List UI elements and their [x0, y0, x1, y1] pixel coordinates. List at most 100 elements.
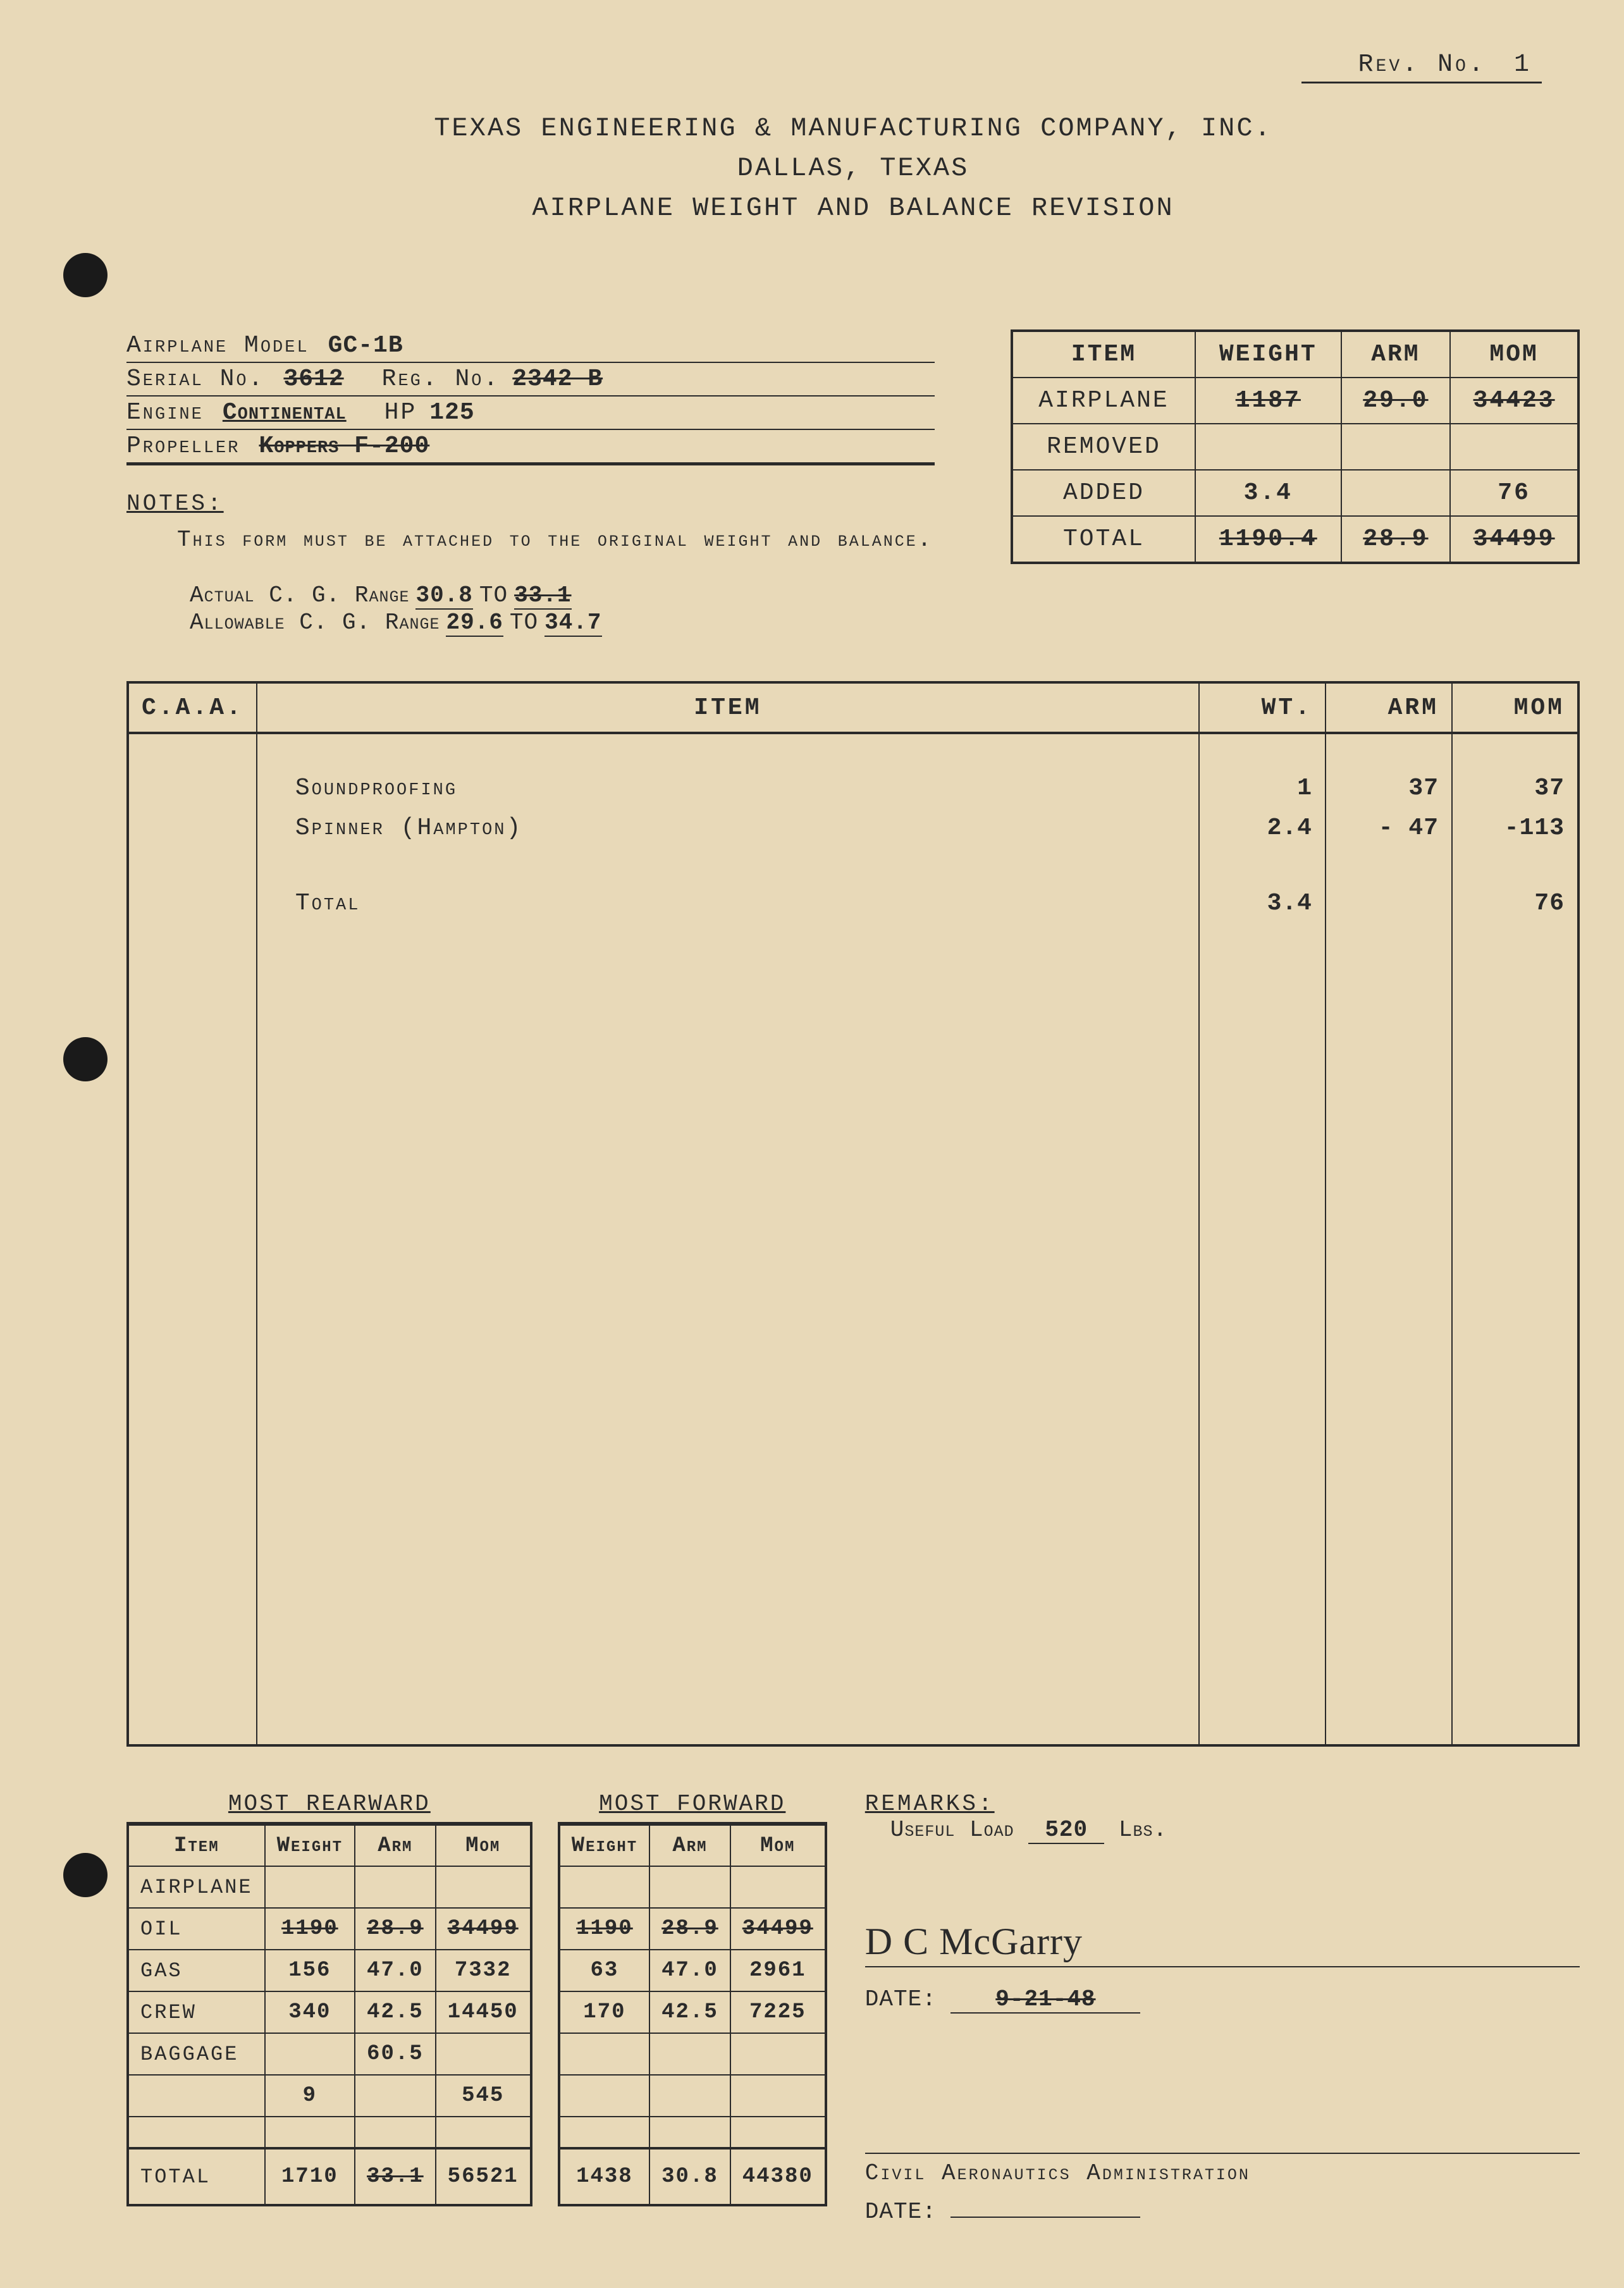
civil-aeronautics: Civil Aeronautics Administration	[865, 2153, 1580, 2186]
summary-h-item: ITEM	[1012, 331, 1195, 378]
cg-actual-to: 33.1	[514, 582, 571, 610]
fwd-arm: 28.9	[649, 1908, 730, 1950]
rev-label: Rev. No.	[1358, 51, 1486, 79]
rear-total-label: TOTAL	[128, 2148, 265, 2205]
fwd-mom: 2961	[730, 1950, 826, 1991]
rear-total-m: 56521	[436, 2148, 531, 2205]
cg-allow-to: 34.7	[544, 610, 601, 637]
fwd-weight	[559, 2033, 649, 2075]
summary-mom	[1450, 424, 1578, 470]
rear-mom: 545	[436, 2075, 531, 2117]
fwd-weight: 63	[559, 1950, 649, 1991]
item-caa	[128, 848, 257, 883]
items-h-caa: C.A.A.	[128, 682, 257, 733]
rear-mom: 34499	[436, 1908, 531, 1950]
useful-load-unit: Lbs.	[1119, 1817, 1167, 1843]
reg-value: 2342 B	[512, 366, 603, 393]
summary-table: ITEM WEIGHT ARM MOM AIRPLANE 1187 29.0 3…	[1011, 329, 1580, 564]
items-h-item: ITEM	[257, 682, 1199, 733]
rearward-title: MOST REARWARD	[126, 1791, 532, 1823]
notes-body: This form must be attached to the origin…	[177, 523, 935, 557]
date-label: DATE:	[865, 1986, 937, 2012]
summary-h-weight: WEIGHT	[1195, 331, 1341, 378]
rear-row-label: GAS	[128, 1950, 265, 1991]
useful-load-label: Useful Load	[890, 1817, 1014, 1843]
summary-arm	[1341, 424, 1451, 470]
summary-weight: 1190.4	[1195, 516, 1341, 563]
item-mom: 37	[1452, 768, 1578, 808]
fwd-mom: 34499	[730, 1908, 826, 1950]
rear-weight	[265, 2033, 355, 2075]
summary-arm: 29.0	[1341, 378, 1451, 424]
rear-mom: 14450	[436, 1991, 531, 2033]
rear-total-a: 33.1	[355, 2148, 436, 2205]
revision-number: Rev. No. 1	[1301, 51, 1542, 83]
fwd-weight	[559, 1866, 649, 1908]
forward-table: MOST FORWARD Weight Arm Mom 1190 28.9 34…	[558, 1791, 827, 2206]
item-name: Soundproofing	[257, 768, 1199, 808]
rear-h-mom: Mom	[436, 1824, 531, 1866]
fwd-weight: 170	[559, 1991, 649, 2033]
fwd-arm	[649, 1866, 730, 1908]
rear-weight: 340	[265, 1991, 355, 2033]
rear-weight: 1190	[265, 1908, 355, 1950]
useful-load-value: 520	[1028, 1817, 1104, 1844]
signature: D C McGarry	[865, 1920, 1580, 1967]
rear-arm	[355, 1866, 436, 1908]
item-arm: - 47	[1326, 808, 1452, 848]
cg-actual-from: 30.8	[415, 582, 472, 610]
forward-title: MOST FORWARD	[558, 1791, 827, 1823]
hp-label: HP	[384, 399, 417, 426]
cg-allow-label: Allowable C. G. Range	[190, 610, 440, 636]
fwd-weight	[559, 2075, 649, 2117]
serial-value: 3612	[283, 366, 343, 393]
model-value: GC-1B	[328, 332, 403, 359]
cg-allow-from: 29.6	[446, 610, 503, 637]
propeller-value: Koppers F-200	[259, 433, 429, 460]
reg-label: Reg. No.	[382, 366, 500, 393]
cg-actual-label: Actual C. G. Range	[190, 582, 409, 608]
rear-row-label: AIRPLANE	[128, 1866, 265, 1908]
rear-arm: 42.5	[355, 1991, 436, 2033]
summary-arm	[1341, 470, 1451, 516]
remarks-label: REMARKS:	[865, 1791, 995, 1817]
item-arm: 37	[1326, 768, 1452, 808]
item-name	[257, 848, 1199, 883]
fwd-total-a: 30.8	[649, 2148, 730, 2205]
items-h-arm: ARM	[1326, 682, 1452, 733]
summary-h-mom: MOM	[1450, 331, 1578, 378]
summary-mom: 34423	[1450, 378, 1578, 424]
fwd-arm: 47.0	[649, 1950, 730, 1991]
fwd-mom	[730, 1866, 826, 1908]
notes-section: NOTES: This form must be attached to the…	[126, 491, 935, 557]
fwd-weight: 1190	[559, 1908, 649, 1950]
summary-row-label: REMOVED	[1012, 424, 1195, 470]
fwd-mom	[730, 2075, 826, 2117]
summary-mom: 76	[1450, 470, 1578, 516]
date2-label: DATE:	[865, 2199, 937, 2225]
serial-label: Serial No.	[126, 366, 264, 393]
punch-hole	[63, 1037, 108, 1081]
rearward-table: MOST REARWARD Item Weight Arm Mom AIRPLA…	[126, 1791, 532, 2206]
summary-row-label: AIRPLANE	[1012, 378, 1195, 424]
fwd-arm	[649, 2075, 730, 2117]
rear-arm: 28.9	[355, 1908, 436, 1950]
summary-mom: 34499	[1450, 516, 1578, 563]
item-name: Spinner (Hampton)	[257, 808, 1199, 848]
rear-mom	[436, 2033, 531, 2075]
cg-to: TO	[510, 610, 538, 636]
date2-value	[950, 2217, 1140, 2218]
document-header: TEXAS ENGINEERING & MANUFACTURING COMPAN…	[126, 83, 1580, 228]
rear-weight: 156	[265, 1950, 355, 1991]
punch-hole	[63, 253, 108, 297]
hp-value: 125	[429, 399, 474, 426]
summary-row-label: TOTAL	[1012, 516, 1195, 563]
summary-weight: 1187	[1195, 378, 1341, 424]
rear-mom	[436, 1866, 531, 1908]
fwd-h-weight: Weight	[559, 1824, 649, 1866]
remarks-block: REMARKS: Useful Load 520 Lbs. D C McGarr…	[852, 1791, 1580, 2225]
rear-weight: 9	[265, 2075, 355, 2117]
item-caa	[128, 768, 257, 808]
rear-mom: 7332	[436, 1950, 531, 1991]
rear-weight	[265, 1866, 355, 1908]
